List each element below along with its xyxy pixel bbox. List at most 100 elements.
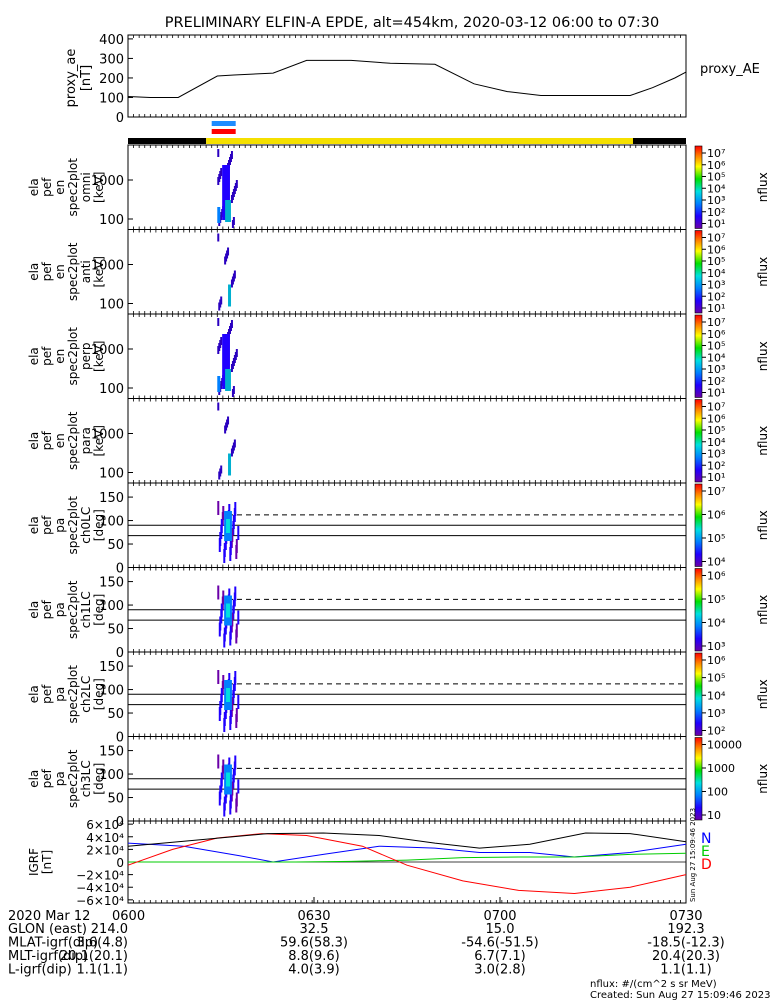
spectrogram-ylabel: ela [27, 601, 41, 619]
igrf-ylabel: [nT] [40, 850, 54, 874]
spectrogram-ylabel: [deg] [92, 678, 106, 710]
time-tick-label: 0700 [483, 909, 516, 924]
ephemeris-value: 59.6(58.3) [280, 936, 348, 951]
spectrogram-frame-omni [127, 144, 687, 230]
flux-pixel [217, 149, 220, 157]
igrf-line-E [128, 852, 687, 863]
ephemeris-value: 8.8(9.6) [288, 949, 340, 964]
spectrogram-ylabel: ela [27, 516, 41, 534]
spectrogram-ylabel: [keV] [92, 172, 106, 203]
spectrogram-ytick-label: 0 [116, 815, 124, 830]
spectrogram-ytick-label: 100 [99, 213, 124, 228]
colorbar-tick-label: 10⁴ [707, 556, 726, 569]
colorbar-tick-label: 10³ [707, 707, 725, 720]
footer-created: Created: Sun Aug 27 15:09:46 2023 [590, 990, 770, 1000]
flux-pixel [232, 386, 235, 394]
flux-edge [217, 207, 221, 223]
colorbar-label: nflux [756, 764, 770, 794]
flux-pixel [220, 603, 223, 618]
colorbar-tick-label: 10⁶ [707, 243, 726, 256]
flux-pixel [220, 772, 223, 787]
spectrogram-data-ch2LC [217, 670, 240, 732]
spectrogram-ytick-label: 50 [107, 538, 124, 553]
flux-pixel [231, 528, 234, 542]
colorbar-label: nflux [756, 426, 770, 456]
spectrogram-ylabel: en [53, 264, 67, 279]
ephemeris-row-label: MLAT-igrf(dip) [8, 936, 98, 951]
colorbar-tick-label: 10⁵ [707, 593, 725, 606]
spectrogram-ytick-label: 100 [99, 768, 124, 783]
ephemeris-value: 32.5 [300, 922, 329, 937]
flux-pixel [230, 320, 233, 328]
proxy-ae-ytick-label: 300 [99, 52, 124, 67]
coverage-bar-black [128, 138, 207, 144]
spectrogram-ytick-label: 100 [99, 684, 124, 699]
colorbar-label: nflux [756, 510, 770, 540]
spectrogram-ylabel: [keV] [92, 341, 106, 372]
flux-core-high [225, 200, 231, 222]
spectrogram-data-ch1LC [217, 585, 240, 648]
spectrogram-ytick-label: 1000 [91, 259, 124, 274]
flux-core [228, 284, 232, 307]
spectrogram-ylabel: ela [27, 685, 41, 703]
colorbar-tick-label: 10⁴ [707, 351, 726, 364]
igrf-ytick-label: 4×10⁴ [86, 831, 124, 845]
colorbar-tick-label: 10² [707, 206, 725, 219]
flux-pixel [217, 402, 220, 411]
spectrogram-ytick-label: 1000 [91, 174, 124, 189]
flux-pixel [217, 318, 220, 326]
igrf-ytick-label: 0 [116, 856, 124, 870]
spectrogram-frame-para [127, 398, 687, 484]
spectrogram-ylabel: para [79, 427, 93, 454]
science-zone-bar-blue [211, 121, 236, 126]
spectrogram-ytick-label: 150 [99, 660, 124, 675]
colorbar-ch2LC [694, 652, 703, 736]
spectrogram-ytick-label: 100 [99, 467, 124, 482]
spectrogram-ytick-label: 150 [99, 745, 124, 760]
flux-pixel [217, 501, 220, 515]
colorbar-tick-label: 10⁷ [707, 147, 725, 160]
flux-pixel [234, 586, 237, 601]
spectrogram-ylabel: en [53, 180, 67, 195]
flux-pixel [222, 590, 225, 605]
spectrogram-data-para [217, 402, 236, 480]
colorbar-tick-label: 10⁴ [707, 436, 726, 449]
flux-pixel [234, 755, 237, 770]
flux-pixel [227, 416, 230, 425]
flux-pixel [237, 526, 240, 540]
spectrogram-ytick-label: 0 [116, 562, 124, 577]
spectrogram-data-ch0LC [217, 501, 240, 563]
spectrogram-ylabel: anti [79, 260, 93, 283]
colorbar-tick-label: 10⁶ [707, 509, 726, 522]
spectrogram-ylabel: ela [27, 347, 41, 365]
spectrogram-ylabel: [deg] [92, 763, 106, 795]
flux-pixel [223, 796, 226, 811]
colorbar-tick-label: 10³ [707, 363, 725, 376]
colorbar-tick-label: 10⁴ [707, 617, 726, 630]
spectrogram-ylabel: ch1LC [79, 591, 93, 628]
spectrogram-ylabel: pa [53, 602, 67, 617]
proxy-ae-frame [127, 34, 687, 118]
colorbar-tick-label: 10⁷ [707, 485, 725, 498]
spectrogram-ylabel: spec2plot [66, 496, 80, 555]
colorbar-tick-label: 10³ [707, 448, 725, 461]
flux-pixel [217, 585, 220, 600]
flux-pixel [237, 610, 240, 625]
spectrogram-ytick-label: 50 [107, 792, 124, 807]
colorbar-tick-label: 10000 [707, 739, 742, 752]
flux-pixel [222, 759, 225, 774]
flux-pixel [232, 217, 235, 225]
spectrogram-ylabel: pef [40, 346, 54, 366]
colorbar-label: nflux [756, 341, 770, 371]
igrf-ytick-label: 2×10⁴ [86, 843, 124, 857]
ephemeris-row-label: L-igrf(dip) [8, 963, 72, 978]
spectrogram-frame-perp [127, 313, 687, 399]
colorbar-omni [694, 145, 703, 229]
spectrogram-ylabel: spec2plot [66, 327, 80, 386]
flux-core [222, 334, 230, 389]
colorbar-tick-label: 10⁴ [707, 267, 726, 280]
spectrogram-ylabel: ela [27, 770, 41, 788]
colorbar-tick-label: 10⁵ [707, 672, 725, 685]
flux-pixel [222, 675, 225, 689]
